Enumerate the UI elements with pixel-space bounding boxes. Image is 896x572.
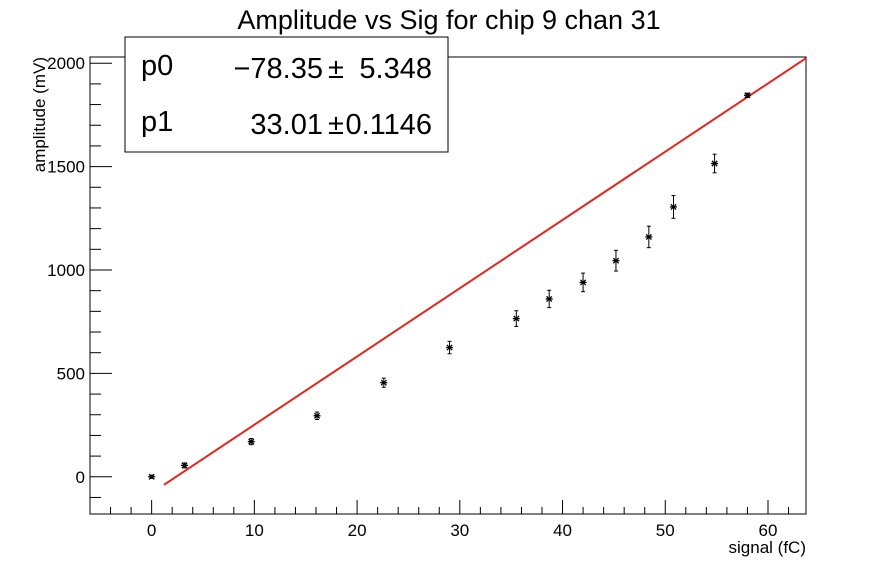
x-tick-label: 50: [656, 521, 675, 540]
marker-stroke: [744, 92, 751, 99]
data-points: [148, 92, 751, 480]
data-point: [380, 377, 388, 388]
y-tick-label: 500: [57, 364, 85, 383]
data-point: [579, 272, 587, 293]
y-tick-label: 1500: [47, 158, 85, 177]
data-point: [711, 153, 719, 174]
marker-stroke: [580, 279, 587, 286]
marker-stroke: [546, 295, 553, 303]
x-tick-label: 30: [450, 521, 469, 540]
stats-p1-pm: ±: [328, 109, 344, 141]
stats-p1-value: 33.01: [250, 109, 323, 141]
marker-stroke: [446, 344, 453, 351]
y-tick-label: 2000: [47, 54, 85, 73]
data-point: [247, 438, 255, 446]
data-point: [313, 411, 321, 420]
marker-stroke: [645, 233, 652, 240]
marker-stroke: [181, 462, 188, 469]
x-tick-label: 60: [759, 521, 778, 540]
x-tick-label: 20: [348, 521, 367, 540]
y-tick-label: 0: [76, 468, 85, 487]
chart-title: Amplitude vs Sig for chip 9 chan 31: [237, 5, 660, 35]
data-point: [612, 249, 620, 272]
stats-box-border: [124, 36, 449, 153]
data-point: [512, 310, 520, 327]
marker-stroke: [148, 473, 155, 480]
y-axis-label: amplitude (mV): [30, 57, 49, 172]
data-point: [743, 92, 751, 99]
fit-line: [163, 57, 807, 486]
stats-p0-pm: ±: [328, 53, 344, 85]
stats-p0-name: p0: [141, 50, 173, 82]
axis-ticks: [90, 62, 790, 514]
data-point: [545, 289, 553, 309]
data-point: [446, 340, 454, 355]
stats-box: p0 −78.35 ± 5.348 p1 33.01 ± 0.1146: [124, 36, 449, 153]
marker-stroke: [248, 438, 255, 445]
stats-p0-value: −78.35: [233, 53, 323, 85]
marker-stroke: [612, 257, 620, 264]
data-point: [181, 462, 189, 469]
x-tick-label: 0: [147, 521, 156, 540]
x-tick-label: 10: [245, 521, 264, 540]
marker-stroke: [711, 160, 718, 167]
stats-p0-error: 5.348: [359, 53, 432, 85]
stats-p1-error: 0.1146: [345, 109, 432, 141]
fit-line-group: [163, 57, 807, 486]
marker-stroke: [313, 412, 321, 419]
marker-stroke: [513, 315, 520, 322]
y-tick-label: 1000: [47, 261, 85, 280]
axis-tick-labels: 0 10 20 30 40 50 60 0 500 1000 1500 2000: [47, 54, 777, 540]
stats-p1-name: p1: [141, 106, 173, 138]
data-point: [645, 225, 653, 249]
marker-stroke: [380, 379, 387, 386]
x-tick-label: 40: [553, 521, 572, 540]
marker-stroke: [670, 203, 677, 211]
data-point: [669, 195, 677, 219]
data-point: [148, 473, 156, 480]
x-axis-label: signal (fC): [729, 538, 806, 557]
